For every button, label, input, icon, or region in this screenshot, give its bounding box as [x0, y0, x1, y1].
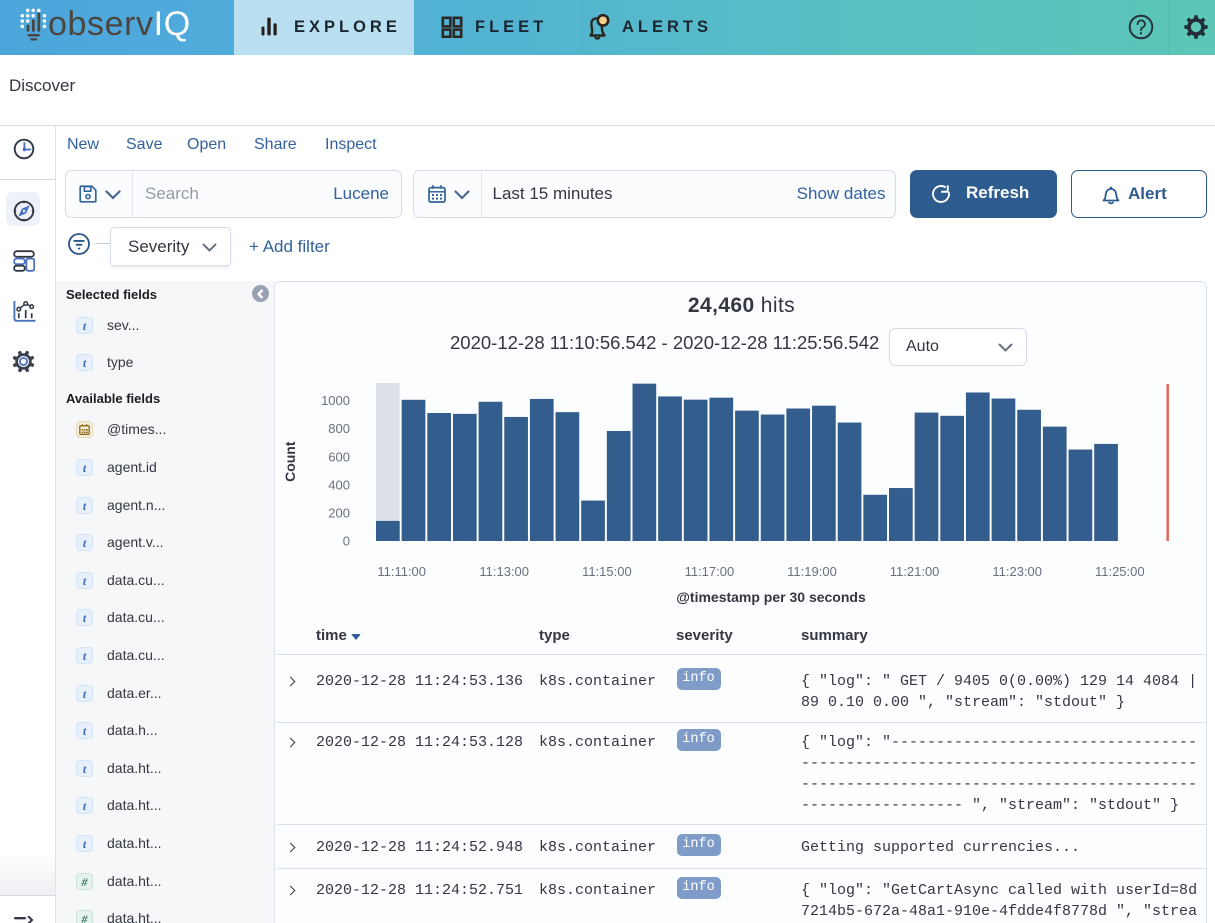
svg-text:11:13:00: 11:13:00	[479, 564, 529, 579]
svg-text:600: 600	[328, 449, 350, 464]
svg-text:11:11:00: 11:11:00	[377, 564, 426, 579]
svg-text:11:15:00: 11:15:00	[582, 564, 632, 579]
svg-text:800: 800	[328, 421, 350, 436]
svg-text:11:25:00: 11:25:00	[1095, 564, 1145, 579]
svg-text:11:23:00: 11:23:00	[992, 564, 1042, 579]
svg-text:1000: 1000	[321, 393, 350, 408]
svg-text:Count: Count	[282, 441, 298, 482]
svg-text:@timestamp per 30 seconds: @timestamp per 30 seconds	[676, 589, 866, 605]
svg-text:11:17:00: 11:17:00	[685, 564, 735, 579]
svg-text:400: 400	[328, 477, 350, 492]
svg-text:200: 200	[328, 506, 350, 521]
svg-text:0: 0	[343, 534, 350, 549]
svg-text:11:19:00: 11:19:00	[787, 564, 837, 579]
svg-text:11:21:00: 11:21:00	[890, 564, 940, 579]
